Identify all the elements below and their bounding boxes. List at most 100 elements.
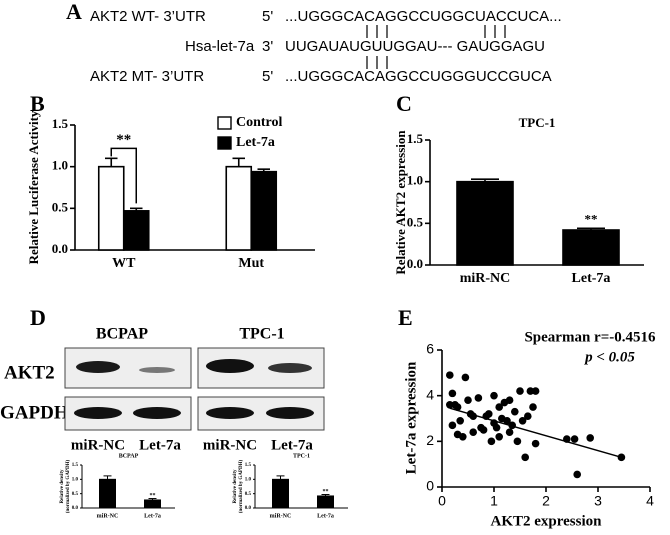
sequence-name: Hsa-let-7a xyxy=(185,38,255,55)
y-tick-label: 6 xyxy=(426,341,434,357)
point xyxy=(453,430,462,439)
legend-swatch xyxy=(217,136,232,150)
point xyxy=(505,396,514,405)
bar xyxy=(317,495,334,509)
x-tick-label: 4 xyxy=(646,493,654,509)
y-axis-label: Relative density xyxy=(60,469,65,504)
point xyxy=(586,434,594,442)
point xyxy=(516,387,524,395)
bar xyxy=(122,210,150,251)
sequence: ...UGGGCACAGGCCUGGCUACCUCA... xyxy=(285,8,562,25)
sequence-end: 3' xyxy=(262,38,273,55)
legend-label: Let-7a xyxy=(236,135,275,150)
point xyxy=(448,389,457,398)
base-pairing xyxy=(366,25,506,69)
significance: ** xyxy=(585,211,598,226)
panel-label: D xyxy=(30,305,46,330)
panel-label: A xyxy=(66,0,82,24)
y-tick-label: 0.5 xyxy=(407,214,424,229)
y-tick-label: 0.5 xyxy=(245,492,252,497)
panel-label: C xyxy=(396,91,412,116)
y-tick-label: 0.0 xyxy=(52,241,68,256)
chart-title: BCPAP xyxy=(119,453,139,459)
panel-label: E xyxy=(398,305,413,330)
point xyxy=(456,416,465,425)
y-tick-label: 0 xyxy=(426,478,434,494)
x-tick-label: 1 xyxy=(490,493,498,509)
point xyxy=(505,428,514,437)
y-tick-label: 1.0 xyxy=(52,158,68,173)
lane-label: miR-NC xyxy=(71,437,125,453)
bar xyxy=(250,170,278,251)
bar xyxy=(272,478,289,509)
y-axis-label: Relative AKT2 expression xyxy=(393,130,408,275)
sequence: UUGAUAUGUUGGAU--- GAUGGAGU xyxy=(285,38,545,55)
legend-swatch xyxy=(217,116,232,130)
point xyxy=(461,373,470,382)
point xyxy=(490,391,498,400)
x-tick-label: miR-NC xyxy=(460,271,511,286)
y-axis-label: Relative Luciferase Activity xyxy=(26,110,41,264)
x-tick-label: Let-7a xyxy=(317,513,334,519)
point xyxy=(487,437,496,446)
blot-images xyxy=(64,347,325,431)
x-tick-label: 3 xyxy=(594,493,602,509)
bar xyxy=(225,165,253,251)
lane-label: Let-7a xyxy=(271,437,313,453)
y-tick-label: 1.0 xyxy=(72,477,79,482)
lane-label: miR-NC xyxy=(203,437,257,453)
y-tick-label: 1.5 xyxy=(72,463,79,468)
annotation: Spearman r=-0.4516 xyxy=(524,329,656,345)
point xyxy=(513,437,522,446)
point xyxy=(573,470,581,479)
sequence-name: AKT2 WT- 3’UTR xyxy=(90,8,206,25)
y-tick-label: 1.0 xyxy=(407,173,423,188)
point xyxy=(518,416,527,425)
y-axis-label: (normalized by GAPDH) xyxy=(239,460,244,514)
x-tick-label: 2 xyxy=(542,493,550,509)
point xyxy=(531,387,540,395)
y-axis-label: Relative density xyxy=(233,469,238,504)
bar xyxy=(562,229,620,266)
y-tick-label: 1.5 xyxy=(52,116,69,131)
y-tick-label: 0.5 xyxy=(72,492,79,497)
point xyxy=(495,432,504,441)
x-tick-label: Let-7a xyxy=(144,513,161,519)
point xyxy=(521,453,529,462)
cell-line: TPC-1 xyxy=(239,326,284,343)
cell-line: BCPAP xyxy=(96,326,148,343)
point xyxy=(511,407,519,416)
sequence: ...UGGGCACAGGCCUGGGUCCGUCA xyxy=(285,68,552,85)
point xyxy=(529,403,537,411)
y-axis-label: Let-7a expression xyxy=(403,361,419,474)
protein-label: GAPDH xyxy=(0,402,69,423)
point xyxy=(479,426,488,434)
sequence-name: AKT2 MT- 3’UTR xyxy=(90,68,204,85)
point xyxy=(570,435,579,443)
point xyxy=(503,416,511,425)
panel-label: B xyxy=(30,91,45,116)
point xyxy=(474,394,483,402)
sequence-end: 5' xyxy=(262,8,273,25)
point xyxy=(495,403,504,411)
sequence-end: 5' xyxy=(262,68,273,85)
point xyxy=(448,421,457,430)
point xyxy=(531,439,540,448)
x-tick-label: WT xyxy=(112,256,136,271)
trend-line xyxy=(449,407,622,458)
bar xyxy=(144,499,161,509)
significance: ** xyxy=(323,489,329,495)
point xyxy=(469,428,478,437)
y-axis-label: (normalized by GAPDH) xyxy=(66,460,71,514)
y-tick-label: 1.0 xyxy=(245,477,252,482)
y-tick-label: 2 xyxy=(426,432,434,448)
y-tick-label: 0.0 xyxy=(245,506,252,511)
point xyxy=(617,453,626,462)
significance-bracket xyxy=(110,147,137,204)
x-tick-label: Let-7a xyxy=(572,271,611,286)
point xyxy=(446,401,454,409)
y-tick-label: 4 xyxy=(426,386,434,402)
x-tick-label: miR-NC xyxy=(270,513,292,519)
point xyxy=(453,403,462,411)
